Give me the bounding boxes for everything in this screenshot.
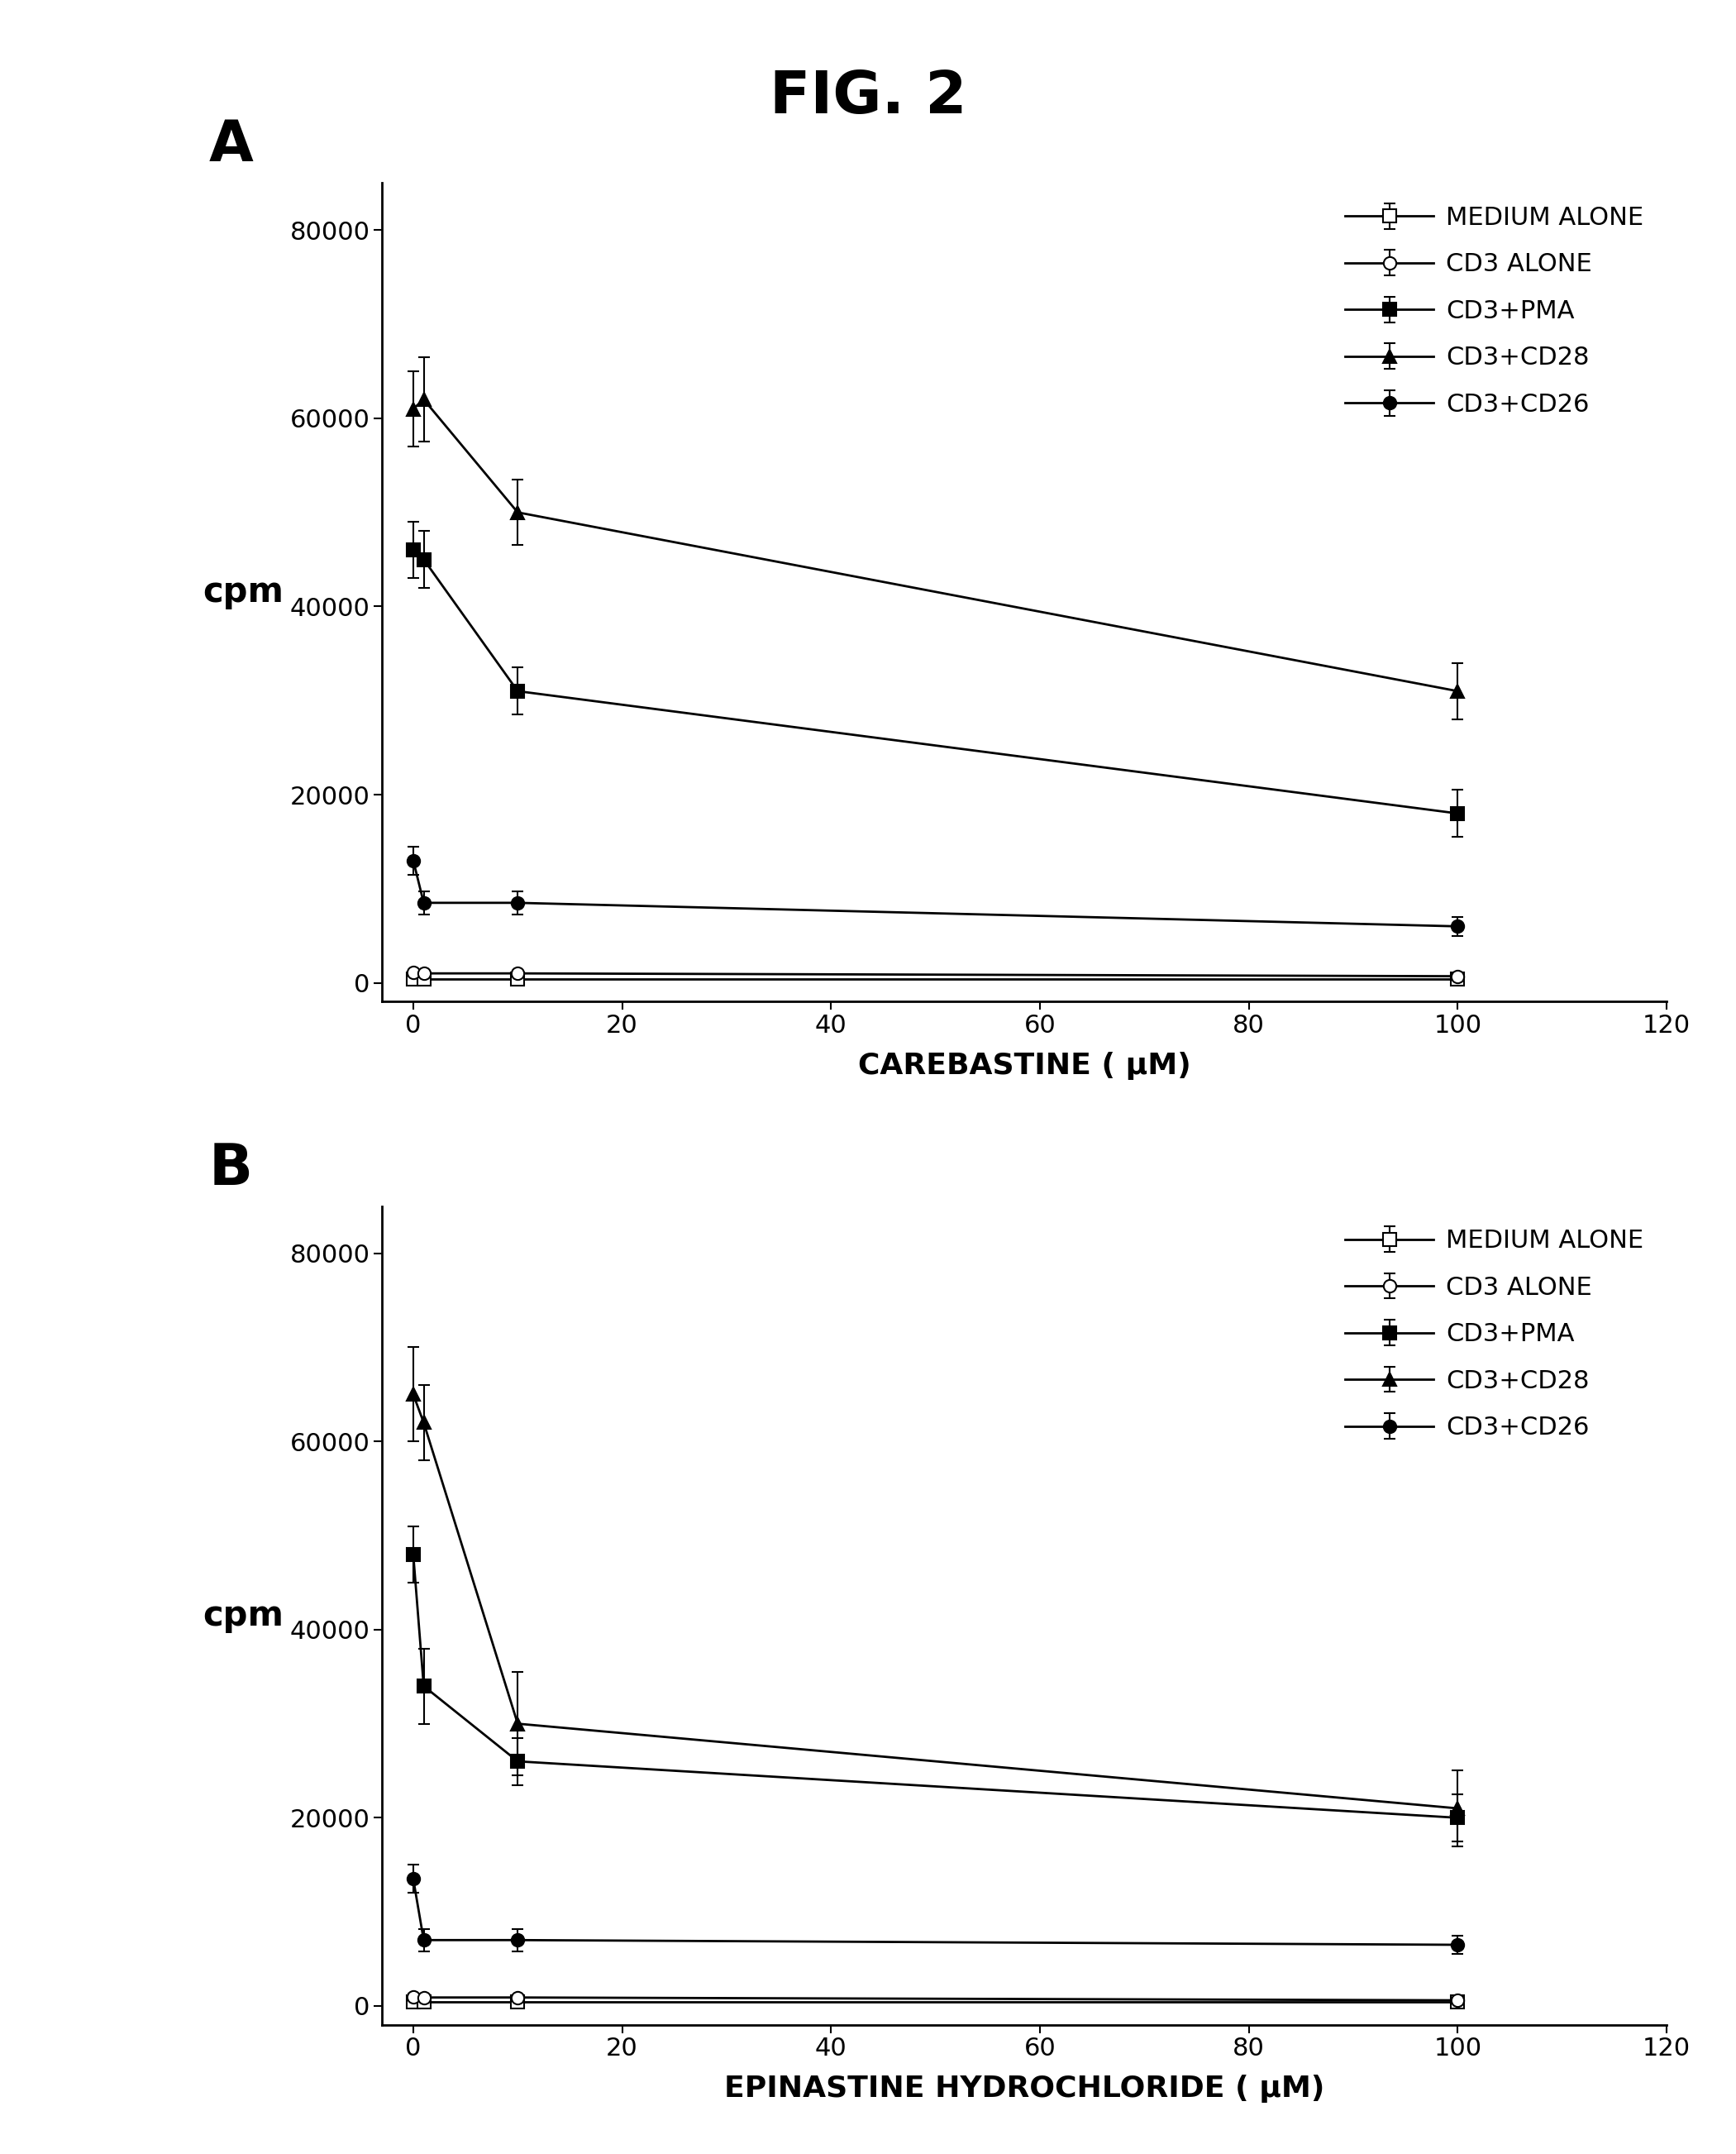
Text: FIG. 2: FIG. 2 xyxy=(769,69,967,125)
Legend: MEDIUM ALONE, CD3 ALONE, CD3+PMA, CD3+CD28, CD3+CD26: MEDIUM ALONE, CD3 ALONE, CD3+PMA, CD3+CD… xyxy=(1335,196,1654,426)
Text: cpm: cpm xyxy=(203,1598,283,1633)
X-axis label: CAREBASTINE ( μM): CAREBASTINE ( μM) xyxy=(858,1051,1191,1079)
Legend: MEDIUM ALONE, CD3 ALONE, CD3+PMA, CD3+CD28, CD3+CD26: MEDIUM ALONE, CD3 ALONE, CD3+PMA, CD3+CD… xyxy=(1335,1219,1654,1450)
Text: B: B xyxy=(208,1142,252,1195)
X-axis label: EPINASTINE HYDROCHLORIDE ( μM): EPINASTINE HYDROCHLORIDE ( μM) xyxy=(724,2074,1325,2102)
Text: cpm: cpm xyxy=(203,575,283,610)
Text: A: A xyxy=(208,118,253,172)
